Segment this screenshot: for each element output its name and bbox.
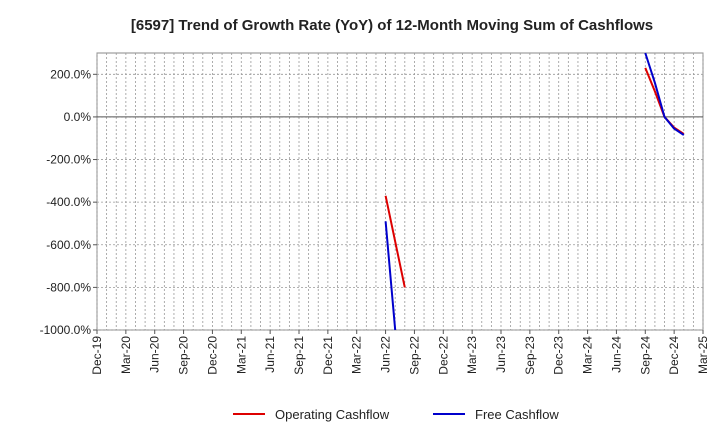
series-line-operating-cashflow: [384, 195, 406, 288]
x-tick-label: Jun-21: [263, 336, 277, 373]
y-axis: 200.0% 0.0% -200.0% -400.0% -600.0% -800.0% -1…: [40, 67, 97, 337]
x-tick-label: Mar-25: [696, 336, 710, 374]
y-tick-label: 200.0%: [50, 67, 91, 81]
x-tick-label: Jun-24: [609, 336, 623, 373]
series-line-free-cashflow: [384, 221, 397, 331]
x-tick-label: Dec-21: [321, 336, 335, 375]
y-tick-label: -600.0%: [46, 238, 91, 252]
legend-label-free-cashflow: Free Cashflow: [475, 407, 559, 422]
legend: Operating Cashflow Free Cashflow: [233, 407, 559, 422]
legend-label-operating-cashflow: Operating Cashflow: [275, 407, 390, 422]
x-tick-label: Mar-24: [581, 336, 595, 374]
grid: [96, 53, 704, 331]
x-tick-label: Mar-23: [465, 336, 479, 374]
x-tick-label: Dec-24: [667, 336, 681, 375]
x-axis: Dec-19 Mar-20 Jun-20 Sep-20 Dec-20 Mar-21 Jun-…: [90, 330, 710, 375]
chart-title: [6597] Trend of Growth Rate (YoY) of 12-…: [131, 17, 653, 34]
y-tick-label: -400.0%: [46, 195, 91, 209]
plot-area: [96, 52, 704, 331]
y-tick-label: -800.0%: [46, 280, 91, 294]
y-tick-label: 0.0%: [64, 110, 92, 124]
x-tick-label: Sep-20: [177, 336, 191, 375]
x-tick-label: Mar-20: [119, 336, 133, 374]
y-tick-label: -200.0%: [46, 153, 91, 167]
series-lines: [384, 52, 685, 331]
x-tick-label: Jun-22: [379, 336, 393, 373]
x-tick-label: Mar-21: [234, 336, 248, 374]
x-tick-label: Dec-20: [205, 336, 219, 375]
x-tick-label: Mar-22: [350, 336, 364, 374]
x-tick-label: Dec-22: [436, 336, 450, 375]
x-tick-label: Sep-23: [523, 336, 537, 375]
x-tick-label: Jun-23: [494, 336, 508, 373]
x-tick-label: Dec-19: [90, 336, 104, 375]
y-tick-label: -1000.0%: [40, 323, 92, 337]
x-tick-label: Sep-21: [292, 336, 306, 375]
series-line-free-cashflow: [644, 52, 685, 136]
x-tick-label: Jun-20: [148, 336, 162, 373]
x-tick-label: Dec-23: [552, 336, 566, 375]
x-tick-label: Sep-22: [407, 336, 421, 375]
x-tick-label: Sep-24: [638, 336, 652, 375]
